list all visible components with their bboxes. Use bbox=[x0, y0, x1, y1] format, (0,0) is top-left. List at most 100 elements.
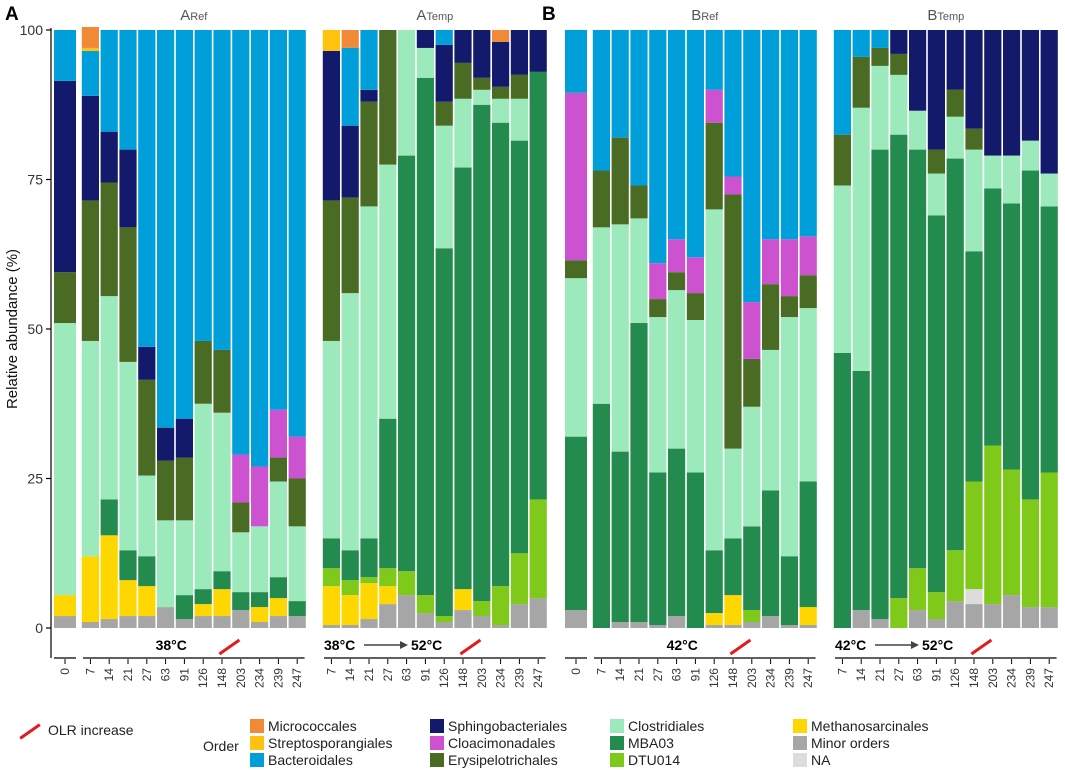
bar-segment-bacteroidales bbox=[743, 30, 761, 303]
bar-segment-erysipelotrichales bbox=[232, 502, 250, 533]
y-tick-label: 100 bbox=[20, 22, 44, 38]
bar-segment-bacteroidales bbox=[119, 30, 137, 150]
x-tick-label: 203 bbox=[745, 668, 759, 688]
legend-item-bacteroidales: Bacteroidales bbox=[250, 752, 353, 768]
bar-segment-sphingobacteriales bbox=[890, 30, 908, 54]
bar-segment-minor-orders bbox=[379, 604, 397, 628]
bar-segment-erysipelotrichales bbox=[138, 379, 156, 476]
x-tick-label: 27 bbox=[140, 668, 154, 682]
bar-segment-mba03 bbox=[592, 403, 610, 628]
bar-segment-cloacimonadales bbox=[762, 239, 780, 285]
bar-segment-dtu014 bbox=[322, 568, 340, 587]
bar-segment-bacteroidales bbox=[649, 30, 667, 264]
bar-segment-bacteroidales bbox=[592, 30, 610, 171]
bar-segment-cloacimonadales bbox=[724, 176, 742, 195]
x-tick-label: 234 bbox=[764, 668, 778, 688]
bar-segment-mba03 bbox=[360, 538, 378, 578]
bar-segment-erysipelotrichales bbox=[611, 137, 629, 225]
bar-segment-erysipelotrichales bbox=[288, 478, 306, 527]
x-tick-label: 27 bbox=[892, 668, 906, 682]
bar-segment-methanosarcinales bbox=[119, 580, 137, 617]
bar-segment-clostridiales bbox=[743, 406, 761, 527]
bar-segment-mba03 bbox=[890, 134, 908, 599]
bar-segment-bacteroidales bbox=[269, 30, 287, 410]
legend-label: Clostridiales bbox=[628, 718, 705, 734]
x-tick-label: 0 bbox=[569, 668, 583, 675]
bar-segment-sphingobacteriales bbox=[157, 427, 175, 461]
bar-segment-mba03 bbox=[833, 352, 851, 628]
x-tick-label: 7 bbox=[324, 668, 338, 675]
legend-swatch bbox=[793, 736, 807, 750]
bar-segment-clostridiales bbox=[611, 224, 629, 452]
bar-segment-clostridiales bbox=[81, 340, 99, 557]
bar-segment-erysipelotrichales bbox=[473, 77, 491, 90]
temperature-label: 38°C bbox=[156, 637, 187, 653]
x-tick-label: 239 bbox=[1023, 668, 1037, 688]
bar-segment-bacteroidales bbox=[360, 30, 378, 90]
bar-segment-sphingobacteriales bbox=[965, 30, 983, 129]
bar-segment-bacteroidales bbox=[762, 30, 780, 240]
bar-segment-erysipelotrichales bbox=[833, 134, 851, 186]
bar-segment-methanosarcinales bbox=[81, 556, 99, 623]
bar-segment-cloacimonadales bbox=[705, 89, 723, 123]
x-tick-label: 148 bbox=[726, 668, 740, 688]
bar-segment-dtu014 bbox=[360, 577, 378, 584]
bar-segment-mba03 bbox=[100, 499, 118, 536]
bar-segment-erysipelotrichales bbox=[724, 194, 742, 449]
bar-segment-cloacimonadales bbox=[251, 466, 269, 527]
bar-segment-clostridiales bbox=[157, 520, 175, 608]
x-tick-label: 239 bbox=[271, 668, 285, 688]
bar-segment-clostridiales bbox=[175, 520, 193, 596]
bar-segment-mba03 bbox=[965, 251, 983, 482]
bar-segment-clostridiales bbox=[213, 412, 231, 572]
x-tick-label: 247 bbox=[801, 668, 815, 688]
bar-segment-clostridiales bbox=[984, 155, 1002, 189]
bar-segment-mba03 bbox=[686, 472, 704, 628]
x-tick-label: 234 bbox=[1005, 668, 1019, 688]
bar-segment-minor-orders bbox=[492, 625, 510, 628]
bar-segment-sphingobacteriales bbox=[927, 30, 945, 150]
bar-segment-clostridiales bbox=[630, 218, 648, 324]
bar-segment-sphingobacteriales bbox=[529, 30, 547, 72]
x-tick-label: 63 bbox=[911, 668, 925, 682]
bar-segment-minor-orders bbox=[435, 622, 453, 628]
bar-segment-mba03 bbox=[1021, 170, 1039, 500]
bar-segment-dtu014 bbox=[909, 568, 927, 611]
legend-item-minor-orders: Minor orders bbox=[793, 735, 890, 751]
bar-segment-mba03 bbox=[175, 595, 193, 620]
legend-swatch bbox=[430, 753, 444, 767]
bar-segment-mba03 bbox=[138, 556, 156, 587]
bar-segment-erysipelotrichales bbox=[871, 47, 889, 66]
bar-segment-minor-orders bbox=[322, 625, 340, 628]
bar-segment-clostridiales bbox=[416, 47, 434, 78]
bar-segment-minor-orders bbox=[341, 625, 359, 628]
bar-segment-minor-orders bbox=[984, 604, 1002, 628]
legend-item-na: NA bbox=[793, 752, 830, 768]
bar-segment-mba03 bbox=[510, 140, 528, 554]
bar-segment-erysipelotrichales bbox=[686, 293, 704, 321]
panel-letter-b: B bbox=[542, 4, 556, 25]
bar-segment-mba03 bbox=[194, 589, 212, 605]
bar-segment-mba03 bbox=[251, 592, 269, 608]
bar-segment-minor-orders bbox=[175, 619, 193, 628]
bar-segment-clostridiales bbox=[705, 209, 723, 551]
bar-segment-minor-orders bbox=[360, 619, 378, 628]
bar-segment-clostridiales bbox=[565, 278, 587, 437]
x-tick-label: 148 bbox=[456, 668, 470, 688]
legend-swatch bbox=[250, 736, 264, 750]
bar-segment-sphingobacteriales bbox=[1003, 30, 1021, 156]
legend-label: Sphingobacteriales bbox=[448, 718, 568, 734]
bar-segment-clostridiales bbox=[780, 317, 798, 557]
bar-segment-mba03 bbox=[611, 451, 629, 623]
bar-segment-methanosarcinales bbox=[251, 607, 269, 623]
bar-segment-minor-orders bbox=[668, 616, 686, 628]
bar-segment-minor-orders bbox=[743, 622, 761, 628]
bar-segment-mba03 bbox=[435, 248, 453, 617]
bar-segment-mba03 bbox=[529, 71, 547, 500]
bar-segment-dtu014 bbox=[473, 601, 491, 617]
bar-segment-sphingobacteriales bbox=[81, 95, 99, 201]
bar-segment-dtu014 bbox=[341, 580, 359, 596]
x-tick-label: 148 bbox=[215, 668, 229, 688]
bar-segment-dtu014 bbox=[379, 568, 397, 587]
legend-item-cloacimonadales: Cloacimonadales bbox=[430, 735, 555, 751]
